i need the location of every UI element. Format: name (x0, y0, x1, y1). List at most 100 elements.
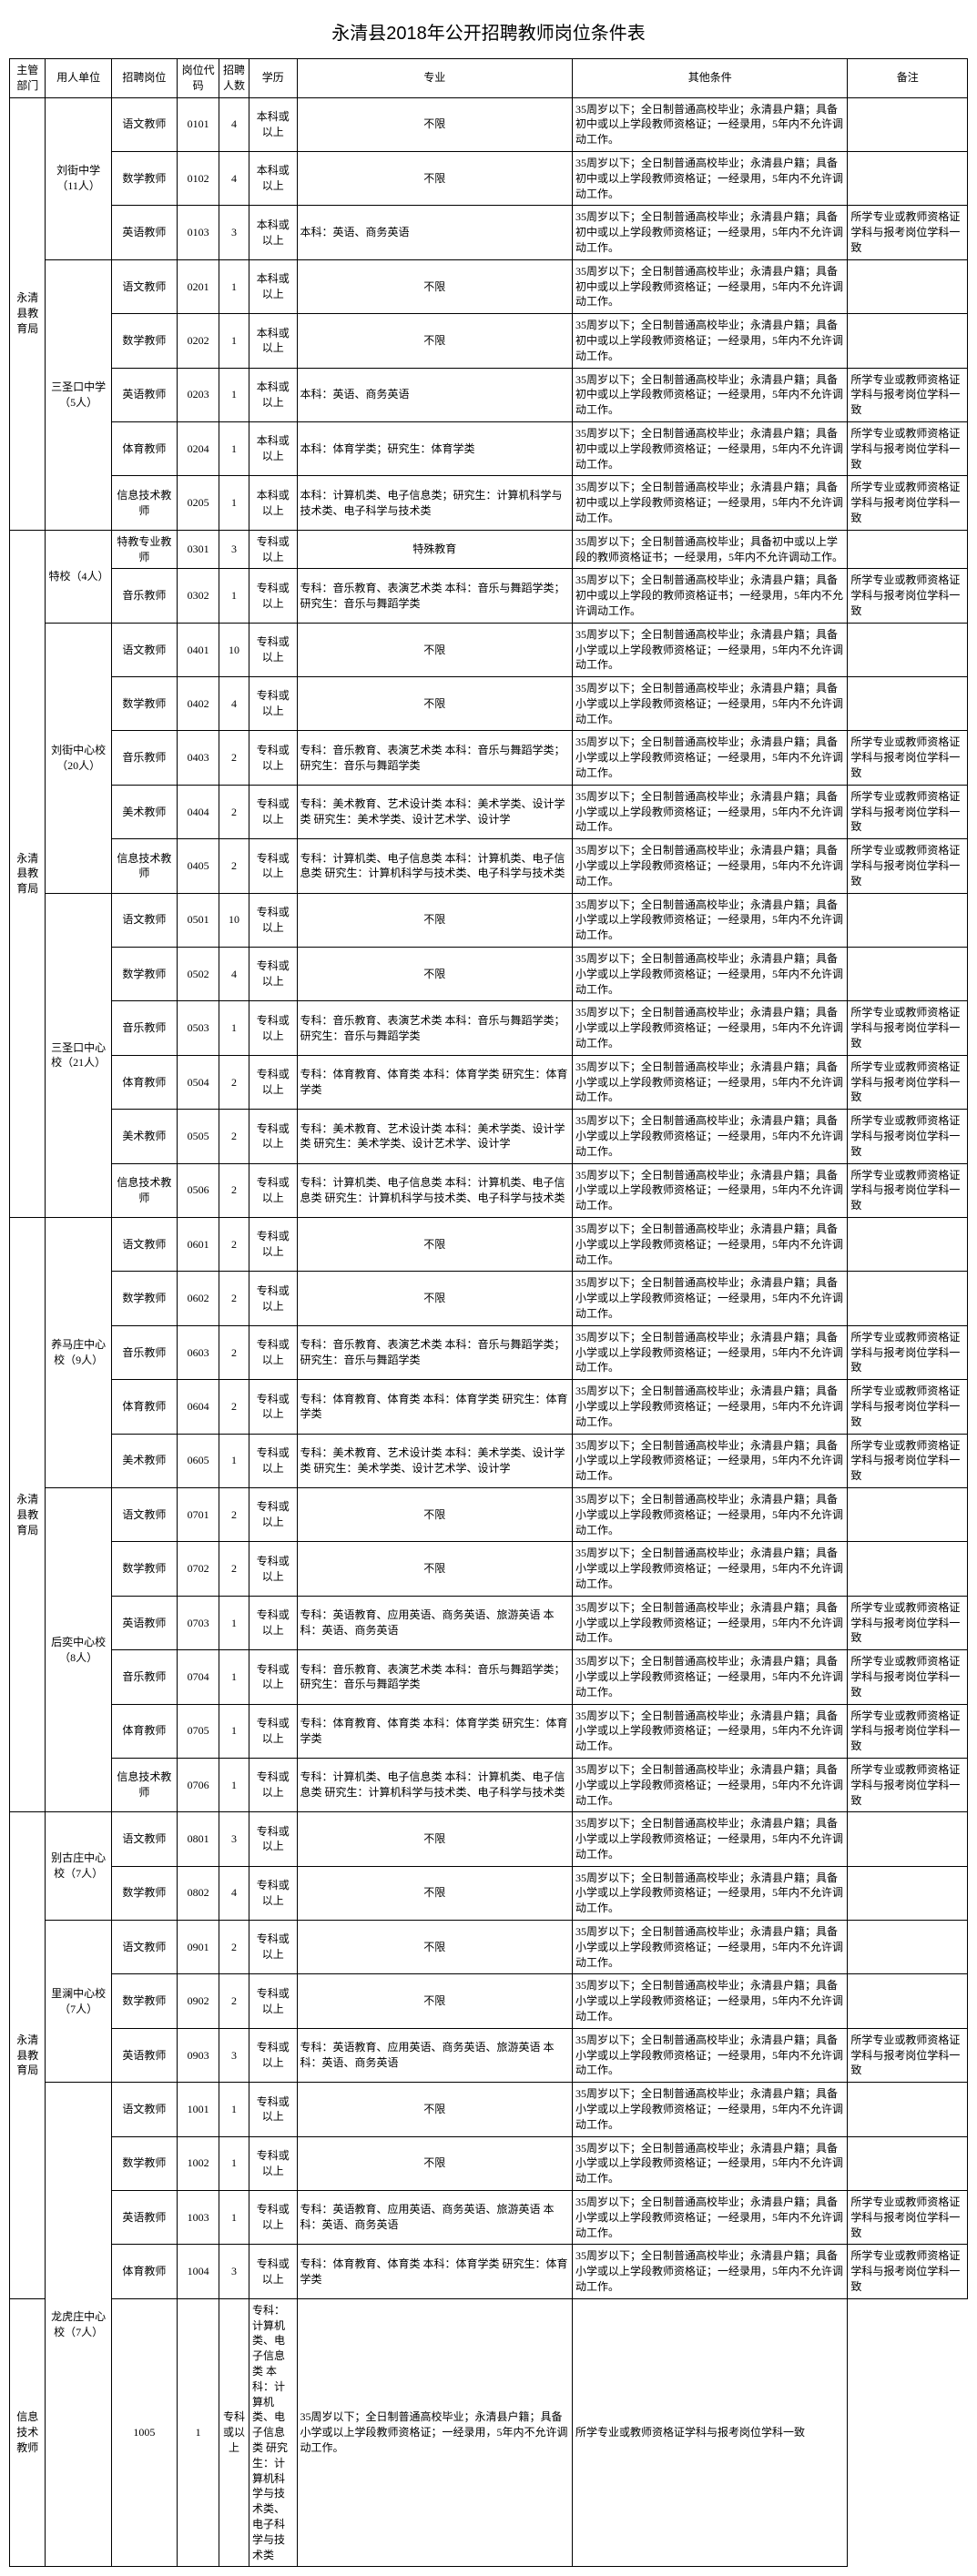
cell-major: 不限 (297, 1921, 572, 1974)
cell-pos: 英语教师 (111, 1596, 177, 1649)
cell-edu: 专科或以上 (249, 1487, 297, 1541)
cell-note (848, 1218, 968, 1272)
cell-other: 35周岁以下；全日制普通高校毕业；永清县户籍；具备小学或以上学段教师资格证；一经… (572, 1487, 847, 1541)
cell-edu: 专科或以上 (249, 2245, 297, 2298)
cell-num: 4 (219, 677, 249, 731)
cell-other: 35周岁以下；全日制普通高校毕业；永清县户籍；具备小学或以上学段教师资格证；一经… (572, 731, 847, 785)
table-row: 数学教师04024专科或以上不限35周岁以下；全日制普通高校毕业；永清县户籍；具… (10, 677, 968, 731)
cell-pos: 语文教师 (111, 1218, 177, 1272)
cell-dept: 永清县教育局 (10, 1218, 46, 1812)
table-row: 数学教师01024本科或以上不限35周岁以下；全日制普通高校毕业；永清县户籍；具… (10, 151, 968, 205)
cell-unit: 后奕中心校（8人） (46, 1487, 111, 1811)
cell-code: 0605 (178, 1434, 219, 1487)
cell-major: 不限 (297, 97, 572, 151)
cell-major: 本科：计算机类、电子信息类；研究生：计算机科学与技术类、电子科学与技术类 (297, 476, 572, 530)
table-row: 信息技术教师07061专科或以上专科：计算机类、电子信息类 本科：计算机类、电子… (10, 1758, 968, 1811)
cell-other: 35周岁以下；全日制普通高校毕业；永清县户籍；具备初中或以上学段教师资格证；一经… (572, 259, 847, 313)
th-dept: 主管部门 (10, 59, 46, 98)
cell-pos: 体育教师 (111, 1055, 177, 1109)
cell-edu: 专科或以上 (249, 1704, 297, 1758)
cell-major: 不限 (297, 151, 572, 205)
cell-edu: 专科或以上 (249, 1650, 297, 1704)
cell-major: 专科：音乐教育、表演艺术类 本科：音乐与舞蹈学类；研究生：音乐与舞蹈学类 (297, 1325, 572, 1379)
table-row: 信息技术教师02051本科或以上本科：计算机类、电子信息类；研究生：计算机科学与… (10, 476, 968, 530)
th-major: 专业 (297, 59, 572, 98)
cell-other: 35周岁以下；全日制普通高校毕业；永清县户籍；具备小学或以上学段教师资格证；一经… (572, 2245, 847, 2298)
table-row: 数学教师06022专科或以上不限35周岁以下；全日制普通高校毕业；永清县户籍；具… (10, 1272, 968, 1325)
cell-major: 不限 (297, 1272, 572, 1325)
cell-code: 0703 (178, 1596, 219, 1649)
cell-pos: 英语教师 (111, 206, 177, 259)
cell-note (848, 1487, 968, 1541)
cell-note: 所学专业或教师资格证学科与报考岗位学科一致 (848, 1704, 968, 1758)
cell-major: 本科：英语、商务英语 (297, 368, 572, 421)
cell-num: 2 (219, 1163, 249, 1217)
cell-code: 0506 (178, 1163, 219, 1217)
cell-num: 10 (219, 893, 249, 947)
cell-note: 所学专业或教师资格证学科与报考岗位学科一致 (848, 839, 968, 893)
cell-pos: 信息技术教师 (111, 476, 177, 530)
cell-edu: 专科或以上 (249, 893, 297, 947)
cell-num: 4 (219, 97, 249, 151)
cell-major: 不限 (297, 1812, 572, 1866)
cell-other: 35周岁以下；全日制普通高校毕业；永清县户籍；具备初中或以上学段教师资格证；一经… (572, 421, 847, 475)
cell-num: 3 (219, 1812, 249, 1866)
th-unit: 用人单位 (46, 59, 111, 98)
cell-other: 35周岁以下；全日制普通高校毕业；永清县户籍；具备小学或以上学段教师资格证；一经… (572, 1921, 847, 1974)
cell-note: 所学专业或教师资格证学科与报考岗位学科一致 (848, 1055, 968, 1109)
cell-code: 0603 (178, 1325, 219, 1379)
cell-pos: 英语教师 (111, 2028, 177, 2082)
cell-edu: 本科或以上 (249, 314, 297, 368)
table-row: 英语教师01033本科或以上本科：英语、商务英语35周岁以下；全日制普通高校毕业… (10, 206, 968, 259)
cell-code: 0202 (178, 314, 219, 368)
cell-edu: 专科或以上 (249, 1110, 297, 1163)
cell-code: 0802 (178, 1866, 219, 1920)
cell-major: 不限 (297, 2136, 572, 2190)
cell-pos: 数学教师 (111, 677, 177, 731)
cell-unit: 里澜中心校（7人） (46, 1921, 111, 2083)
cell-pos: 音乐教师 (111, 1650, 177, 1704)
cell-edu: 专科或以上 (249, 1596, 297, 1649)
cell-edu: 专科或以上 (249, 1218, 297, 1272)
cell-note (848, 530, 968, 569)
cell-other: 35周岁以下；全日制普通高校毕业；永清县户籍；具备小学或以上学段教师资格证；一经… (572, 1163, 847, 1217)
cell-code: 0204 (178, 421, 219, 475)
cell-num: 1 (219, 421, 249, 475)
table-row: 美术教师04042专科或以上专科：美术教育、艺术设计类 本科：美术学类、设计学类… (10, 785, 968, 838)
cell-code: 0403 (178, 731, 219, 785)
cell-note: 所学专业或教师资格证学科与报考岗位学科一致 (848, 476, 968, 530)
cell-code: 0404 (178, 785, 219, 838)
cell-note: 所学专业或教师资格证学科与报考岗位学科一致 (848, 1001, 968, 1055)
cell-num: 1 (219, 2083, 249, 2136)
cell-code: 0801 (178, 1812, 219, 1866)
cell-edu: 本科或以上 (249, 206, 297, 259)
cell-pos: 数学教师 (111, 948, 177, 1001)
cell-pos: 语文教师 (111, 1921, 177, 1974)
cell-other: 35周岁以下；全日制普通高校毕业；永清县户籍；具备小学或以上学段教师资格证；一经… (572, 1542, 847, 1596)
cell-num: 2 (219, 1921, 249, 1974)
cell-major: 专科：体育教育、体育类 本科：体育学类 研究生：体育学类 (297, 1704, 572, 1758)
table-row: 体育教师10043专科或以上专科：体育教育、体育类 本科：体育学类 研究生：体育… (10, 2245, 968, 2298)
cell-code: 0704 (178, 1650, 219, 1704)
cell-edu: 本科或以上 (249, 151, 297, 205)
cell-edu: 专科或以上 (249, 1163, 297, 1217)
cell-num: 1 (219, 1434, 249, 1487)
table-row: 龙虎庄中心校（7人）语文教师10011专科或以上不限35周岁以下；全日制普通高校… (10, 2083, 968, 2136)
cell-num: 4 (219, 1866, 249, 1920)
cell-major: 专科：体育教育、体育类 本科：体育学类 研究生：体育学类 (297, 2245, 572, 2298)
table-row: 英语教师10031专科或以上专科：英语教育、应用英语、商务英语、旅游英语 本科：… (10, 2191, 968, 2245)
cell-note (848, 1542, 968, 1596)
cell-major: 专科：美术教育、艺术设计类 本科：美术学类、设计学类 研究生：美术学类、设计艺术… (297, 1434, 572, 1487)
cell-major: 不限 (297, 314, 572, 368)
cell-note: 所学专业或教师资格证学科与报考岗位学科一致 (848, 2191, 968, 2245)
table-row: 数学教师05024专科或以上不限35周岁以下；全日制普通高校毕业；永清县户籍；具… (10, 948, 968, 1001)
cell-dept: 永清县教育局 (10, 530, 46, 1217)
cell-unit: 特校（4人） (46, 530, 111, 623)
cell-other: 35周岁以下；全日制普通高校毕业；永清县户籍；具备小学或以上学段教师资格证；一经… (572, 1866, 847, 1920)
cell-note (848, 2083, 968, 2136)
cell-note (848, 1272, 968, 1325)
cell-note (848, 1974, 968, 2028)
cell-other: 35周岁以下；全日制普通高校毕业；永清县户籍；具备小学或以上学段教师资格证；一经… (572, 2191, 847, 2245)
cell-other: 35周岁以下；全日制普通高校毕业；永清县户籍；具备初中或以上学段教师资格证；一经… (572, 97, 847, 151)
cell-other: 35周岁以下；全日制普通高校毕业；永清县户籍；具备初中或以上学段教师资格证；一经… (572, 151, 847, 205)
